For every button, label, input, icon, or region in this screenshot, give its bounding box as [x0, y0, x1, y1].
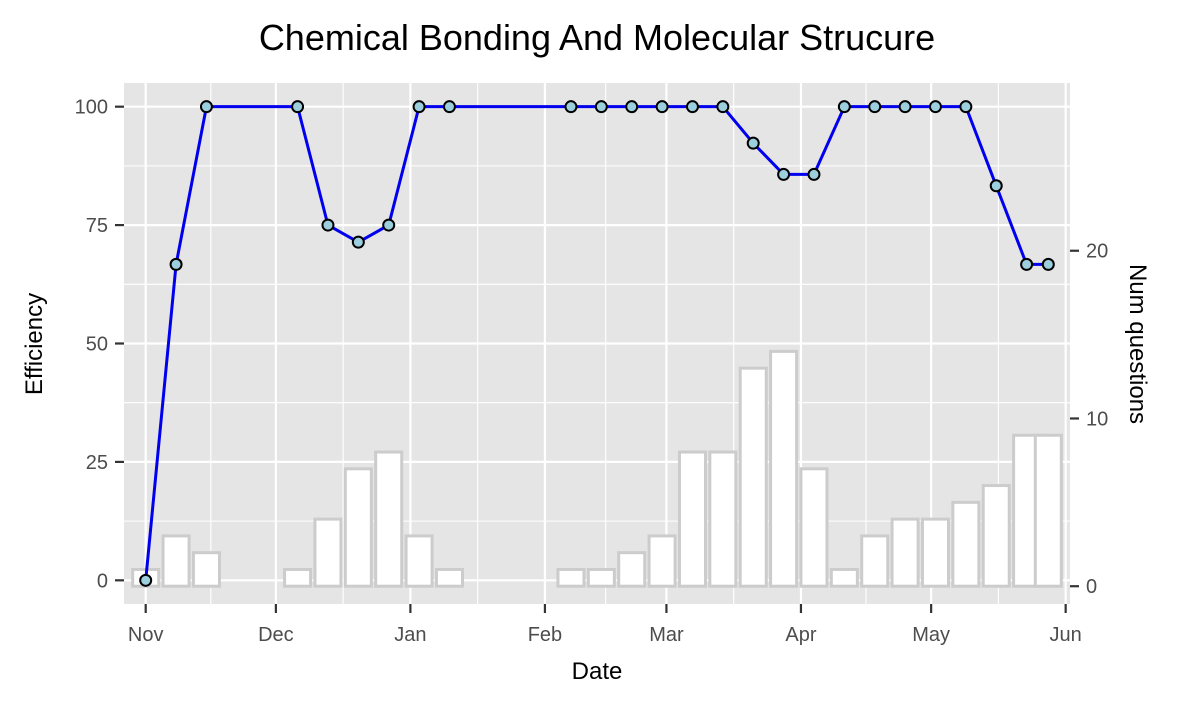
- efficiency-point: [442, 100, 456, 114]
- bar-num-questions: [647, 534, 677, 588]
- efficiency-point: [868, 100, 882, 114]
- efficiency-point: [351, 235, 365, 249]
- y-axis-title: Efficiency: [21, 293, 48, 395]
- efficiency-point: [321, 218, 335, 232]
- y-tick-label: 25: [86, 452, 108, 474]
- x-tick-label: Nov: [128, 624, 164, 646]
- bar-num-questions: [161, 534, 191, 588]
- bar-num-questions: [981, 484, 1011, 588]
- efficiency-point: [807, 167, 821, 181]
- bar-num-questions: [677, 450, 707, 588]
- efficiency-point: [777, 167, 791, 181]
- bar-num-questions: [313, 517, 343, 588]
- bars-layer: [131, 349, 1063, 588]
- efficiency-point: [169, 257, 183, 271]
- efficiency-point: [564, 100, 578, 114]
- bar-num-questions: [283, 567, 313, 588]
- efficiency-point: [382, 218, 396, 232]
- efficiency-point: [898, 100, 912, 114]
- y2-tick-label: 20: [1086, 241, 1108, 263]
- efficiency-point: [837, 100, 851, 114]
- bar-num-questions: [1033, 433, 1063, 588]
- x-tick-label: Jun: [1050, 624, 1082, 646]
- y-tick-label: 0: [97, 570, 108, 592]
- bar-num-questions: [586, 567, 616, 588]
- efficiency-point: [291, 100, 305, 114]
- bar-num-questions: [617, 551, 647, 588]
- efficiency-point: [1020, 257, 1034, 271]
- axes-layer: 0 25 50 75 100 0 10 20 Nov Dec Jan Feb Mar Apr May Jun: [75, 97, 1109, 646]
- efficiency-point: [746, 136, 760, 150]
- y2-tick-label: 0: [1086, 576, 1097, 598]
- bar-num-questions: [799, 467, 829, 588]
- efficiency-point: [139, 573, 153, 587]
- y2-tick-label: 10: [1086, 408, 1108, 430]
- efficiency-point: [594, 100, 608, 114]
- efficiency-point: [412, 100, 426, 114]
- efficiency-point: [959, 100, 973, 114]
- efficiency-point: [716, 100, 730, 114]
- bar-num-questions: [951, 500, 981, 588]
- bar-num-questions: [829, 567, 859, 588]
- y-tick-label: 100: [75, 97, 108, 119]
- efficiency-point: [625, 100, 639, 114]
- points-layer: [139, 100, 1055, 587]
- y-tick-label: 75: [86, 215, 108, 237]
- bar-num-questions: [404, 534, 434, 588]
- y-tick-label: 50: [86, 334, 108, 356]
- x-tick-label: May: [912, 624, 950, 646]
- efficiency-point: [685, 100, 699, 114]
- efficiency-point: [928, 100, 942, 114]
- bar-num-questions: [374, 450, 404, 588]
- x-tick-label: Jan: [394, 624, 426, 646]
- efficiency-point: [199, 100, 213, 114]
- efficiency-point: [655, 100, 669, 114]
- y2-axis-title: Num questions: [1124, 264, 1151, 424]
- chart-title: Chemical Bonding And Molecular Strucure: [259, 17, 935, 58]
- bar-num-questions: [860, 534, 890, 588]
- bar-num-questions: [890, 517, 920, 588]
- bar-num-questions: [738, 366, 768, 588]
- bar-num-questions: [343, 467, 373, 588]
- x-tick-label: Dec: [258, 624, 294, 646]
- efficiency-point: [989, 179, 1003, 193]
- x-tick-label: Mar: [649, 624, 684, 646]
- bar-num-questions: [434, 567, 464, 588]
- x-tick-label: Apr: [785, 624, 816, 646]
- bar-num-questions: [556, 567, 586, 588]
- x-axis-title: Date: [572, 658, 623, 685]
- efficiency-point: [1041, 257, 1055, 271]
- bar-num-questions: [920, 517, 950, 588]
- bar-num-questions: [769, 349, 799, 588]
- bar-num-questions: [708, 450, 738, 588]
- bar-num-questions: [191, 551, 221, 588]
- x-tick-label: Feb: [528, 624, 562, 646]
